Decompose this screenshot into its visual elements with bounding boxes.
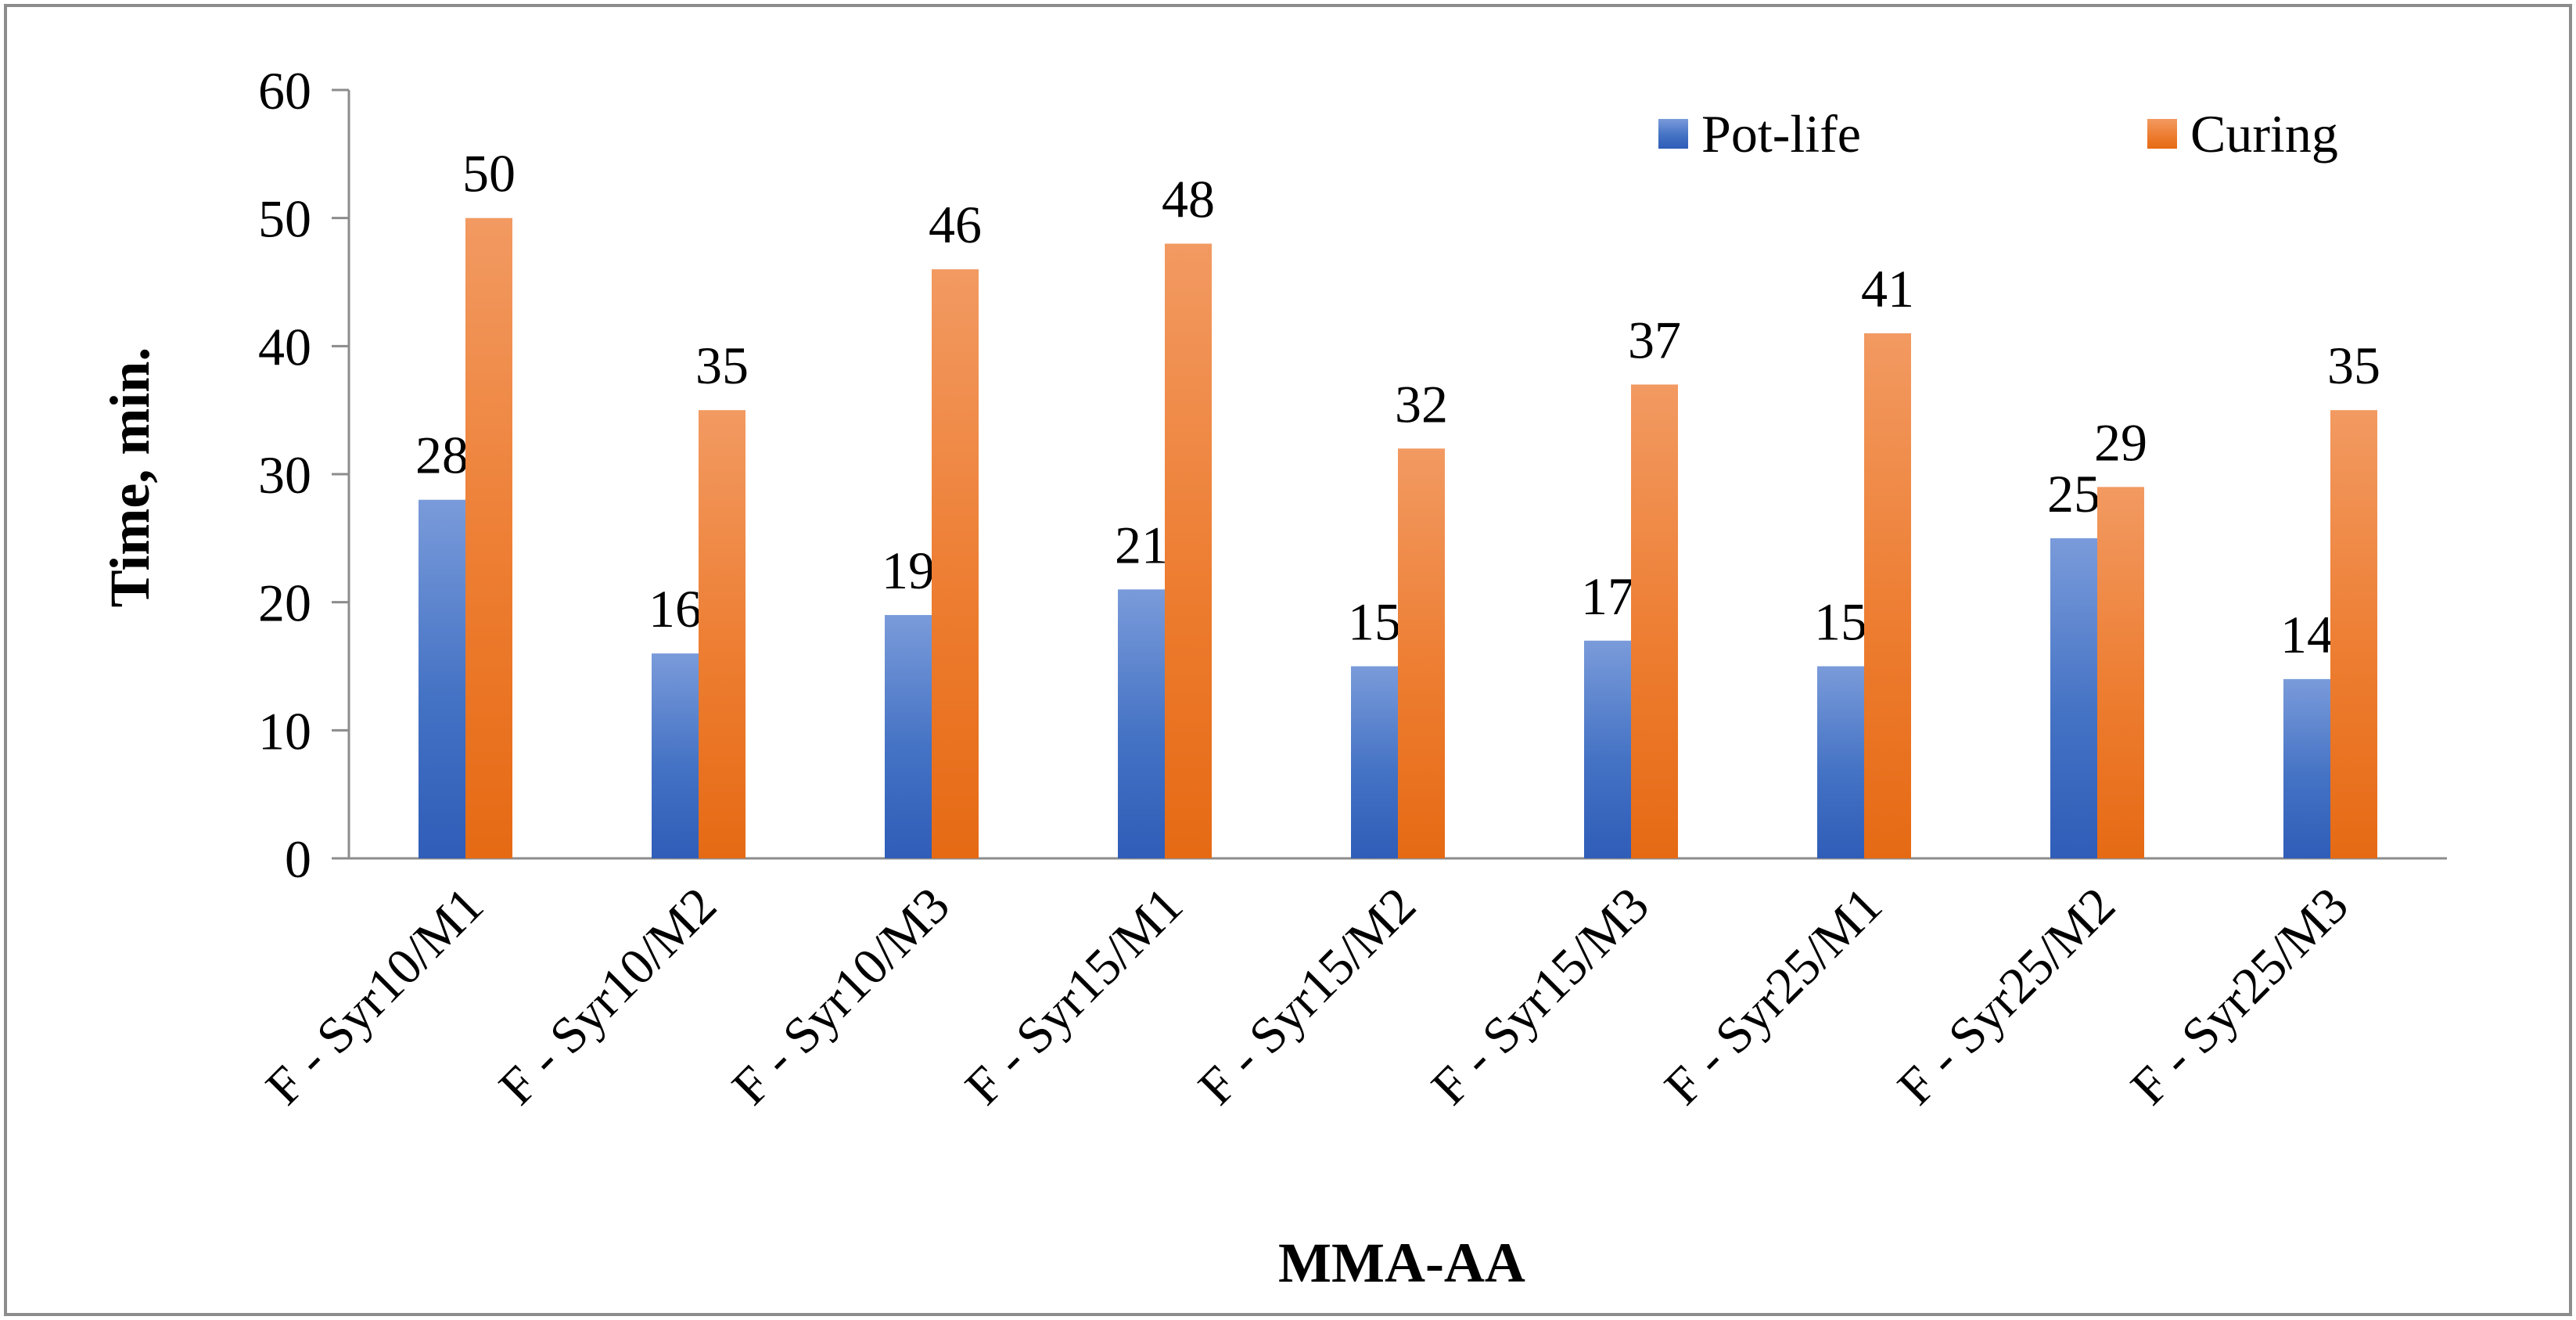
bar-pot-life: [1817, 666, 1864, 858]
data-label: 14: [2280, 605, 2333, 664]
legend: Pot-life Curing: [1658, 104, 2338, 164]
bar-pot-life: [2283, 678, 2330, 858]
y-axis-label: Time, min.: [99, 347, 161, 608]
legend-label: Curing: [2190, 104, 2338, 164]
y-tick-label: 0: [285, 829, 311, 889]
bar-curing: [1398, 448, 1445, 858]
y-tick-label: 50: [258, 189, 311, 249]
bar-pot-life: [885, 615, 932, 858]
bar-curing: [1631, 384, 1678, 858]
bar-pot-life: [1351, 666, 1398, 858]
data-label: 15: [1814, 592, 1867, 652]
data-label: 28: [415, 426, 469, 485]
data-label: 15: [1348, 592, 1401, 652]
bar-curing: [1165, 243, 1212, 858]
y-tick-label: 20: [258, 574, 311, 633]
data-label: 16: [648, 579, 702, 638]
chart-frame: [4, 4, 2572, 1316]
bar-pot-life: [1584, 640, 1631, 858]
bar-curing: [465, 218, 512, 859]
data-label: 21: [1115, 515, 1168, 574]
data-label: 35: [2327, 336, 2380, 395]
bar-pot-life: [652, 653, 699, 858]
bar-curing: [1864, 333, 1911, 858]
y-tick-label: 60: [258, 61, 311, 120]
y-tick-label: 30: [258, 445, 311, 505]
bar-pot-life: [1118, 589, 1165, 858]
data-label: 35: [695, 336, 749, 395]
data-label: 50: [462, 144, 516, 203]
data-label: 41: [1861, 259, 1914, 318]
y-tick-label: 40: [258, 317, 311, 376]
data-label: 29: [2094, 412, 2147, 472]
data-label: 46: [929, 195, 982, 254]
legend-swatch: [2147, 119, 2177, 149]
bar-curing: [2097, 487, 2144, 858]
bar-curing: [932, 269, 979, 859]
data-label: 37: [1628, 310, 1681, 369]
data-label: 48: [1162, 169, 1215, 228]
data-label: 25: [2047, 464, 2100, 523]
bar-pot-life: [419, 499, 465, 858]
legend-swatch: [1658, 119, 1688, 149]
y-axis: 0 10 20 30 40 50 60: [258, 61, 350, 889]
bar-curing: [2330, 410, 2377, 858]
bar-pot-life: [2050, 538, 2097, 858]
x-axis-label: MMA-AA: [1278, 1232, 1525, 1294]
data-label: 19: [882, 541, 935, 600]
data-label: 17: [1581, 566, 1634, 626]
data-label: 32: [1395, 374, 1448, 433]
legend-label: Pot-life: [1701, 104, 1861, 164]
bar-curing: [699, 410, 745, 858]
y-tick-label: 10: [258, 701, 311, 761]
